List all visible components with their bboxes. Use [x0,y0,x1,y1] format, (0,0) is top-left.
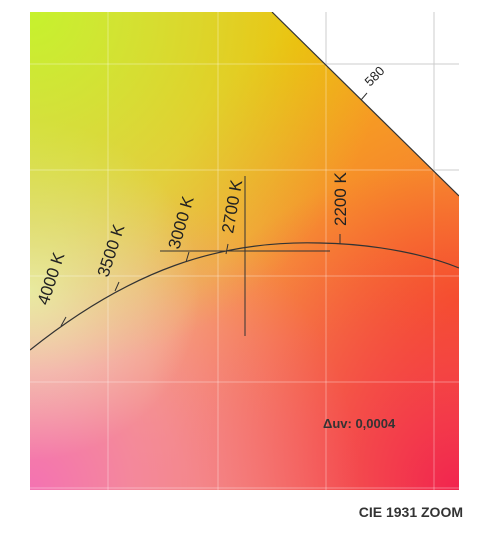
cct-tick-2700 [225,243,229,255]
cct-label-2200: 2200 K [331,171,350,226]
outside-grid [325,12,459,171]
chart-title: CIE 1931 ZOOM [359,504,463,520]
planckian-locus [30,242,459,351]
cct-tick-4000 [60,316,67,327]
plot-area [30,12,459,490]
spectral-locus [271,12,459,197]
cct-tick-3000 [185,251,190,263]
duv-annotation: Δuv: 0,0004 [323,416,396,431]
cct-ticks [60,234,341,327]
cct-tick-3500 [114,281,120,292]
grid [30,12,459,490]
spectral-locus-tick-580 [360,92,368,101]
measured-point-crosshair [160,176,330,336]
